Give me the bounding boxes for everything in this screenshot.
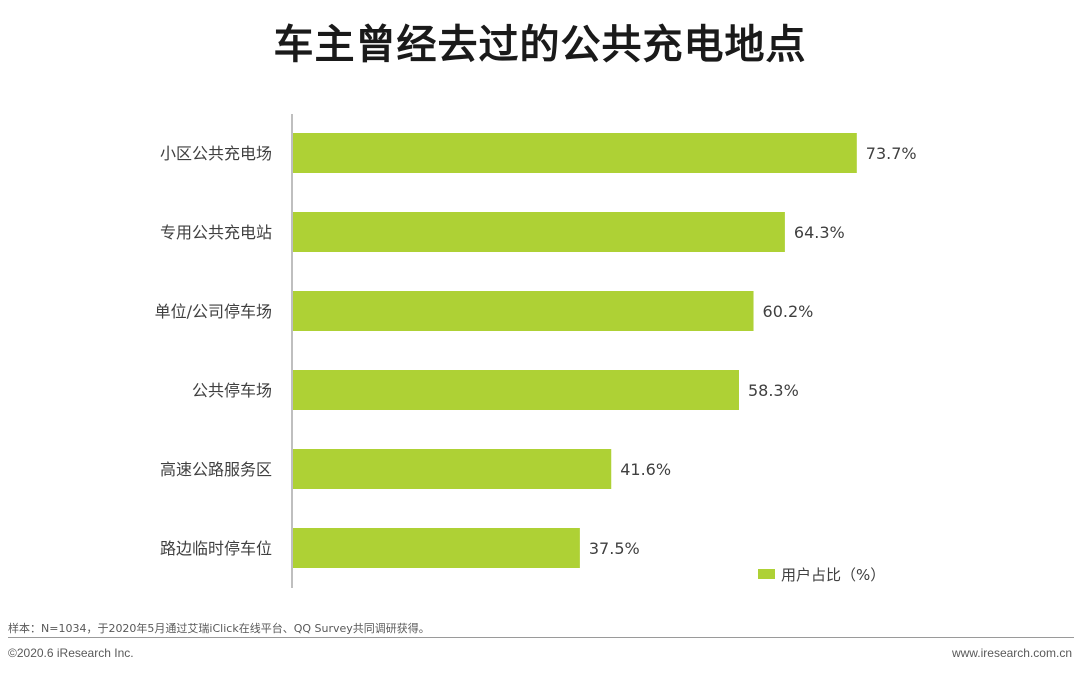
bar	[293, 528, 580, 568]
copyright-text: ©2020.6 iResearch Inc.	[8, 646, 134, 660]
legend-swatch	[758, 569, 775, 579]
category-label: 专用公共充电站	[160, 223, 272, 242]
footer-divider	[8, 637, 1074, 638]
data-label: 37.5%	[589, 539, 640, 558]
data-label: 64.3%	[794, 223, 845, 242]
data-label: 73.7%	[866, 144, 917, 163]
bar	[293, 291, 754, 331]
category-label: 公共停车场	[192, 381, 272, 400]
chart-title: 车主曾经去过的公共充电地点	[273, 22, 807, 68]
category-label: 路边临时停车位	[160, 539, 272, 558]
data-label: 41.6%	[620, 460, 671, 479]
data-label: 60.2%	[763, 302, 814, 321]
bar	[293, 212, 785, 252]
bar-chart: 小区公共充电场 73.7% 专用公共充电站 64.3% 单位/公司停车场 60.2% 公共停…	[155, 114, 917, 588]
category-label: 单位/公司停车场	[155, 302, 272, 321]
sample-note: 样本：N=1034，于2020年5月通过艾瑞iClick在线平台、QQ Surv…	[8, 622, 430, 635]
category-label: 高速公路服务区	[160, 460, 272, 479]
website-text: www.iresearch.com.cn	[951, 646, 1072, 660]
data-label: 58.3%	[748, 381, 799, 400]
bar	[293, 449, 612, 489]
bar	[293, 133, 857, 173]
category-label: 小区公共充电场	[160, 144, 272, 163]
bar	[293, 370, 739, 410]
legend-label: 用户占比（%）	[781, 566, 885, 584]
